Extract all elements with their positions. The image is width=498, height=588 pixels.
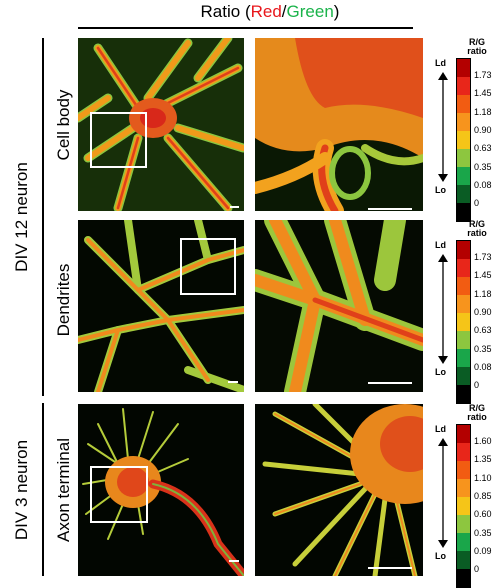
image-axon-terminal-zoom [255, 404, 423, 576]
colorbar-tick-label: 1.60 [474, 436, 492, 446]
image-cell-body-zoom [255, 38, 423, 211]
colorbar-segment [457, 569, 470, 587]
colorbar [456, 424, 471, 588]
colorbar-tick-label: 1.35 [474, 454, 492, 465]
group-bracket-div3 [42, 403, 44, 576]
colorbar-title-line1: R/G [468, 219, 485, 229]
group-label-div3: DIV 3 neuron [12, 439, 31, 541]
colorbar-segment [457, 425, 470, 443]
colorbar-segment [457, 95, 470, 113]
colorbar-segment [457, 479, 470, 497]
colorbar-segment [457, 331, 470, 349]
colorbar-segment [457, 59, 470, 77]
colorbar-segment [457, 241, 470, 259]
image-axon-terminal-overview [78, 404, 244, 576]
colorbar-tick-label: 0 [474, 380, 480, 391]
colorbar-tick-label: 0.90 [474, 124, 492, 135]
scale-bar [229, 560, 239, 562]
double-arrow-icon [438, 72, 448, 182]
ld-label: Ld [435, 58, 446, 68]
colorbar-tick-label: 0 [474, 198, 480, 209]
ld-label: Ld [435, 240, 446, 250]
colorbar [456, 58, 471, 222]
colorbar-segment [457, 515, 470, 533]
colorbar-segment [457, 167, 470, 185]
colorbar-segment [457, 443, 470, 461]
group-bracket-div12 [42, 38, 44, 396]
title-red-word: Red [250, 2, 282, 21]
colorbar-tick-label: 1.45 [474, 270, 492, 281]
group-label-div12: DIV 12 neuron [12, 162, 31, 272]
image-dendrites-overview [78, 220, 244, 392]
colorbar-segment [457, 131, 470, 149]
colorbar-tick-label: 0.90 [474, 306, 492, 317]
colorbar-tick-label: 1.45 [474, 88, 492, 99]
ld-label: Ld [435, 424, 446, 434]
image-dendrites-zoom [255, 220, 423, 392]
colorbar-tick-label: 1.73 [474, 70, 492, 80]
colorbar-title-line1: R/G [468, 403, 485, 413]
roi-box-axon-terminal [90, 466, 148, 523]
colorbar-segment [457, 367, 470, 385]
title-prefix: Ratio ( [200, 2, 251, 21]
title-green-word: Green [286, 2, 334, 21]
scale-bar [368, 208, 412, 210]
row-label-cell-body: Cell body [54, 89, 73, 161]
lo-label: Lo [435, 551, 446, 561]
colorbar-tick-label: 1.18 [474, 288, 492, 299]
colorbar-segment [457, 349, 470, 367]
title-slash: / [281, 2, 287, 21]
colorbar [456, 240, 471, 404]
colorbar-title-line2: ratio [467, 228, 487, 238]
colorbar-segment [457, 313, 470, 331]
colorbar-segment [457, 113, 470, 131]
figure-title: Ratio (Red/Green) [120, 2, 420, 22]
lo-label: Lo [435, 367, 446, 377]
colorbar-segment [457, 149, 470, 167]
colorbar-tick-label: 0.85 [474, 490, 492, 501]
colorbar-tick-label: 0.08 [474, 361, 492, 372]
colorbar-tick-label: 0.08 [474, 179, 492, 190]
title-underline [78, 27, 413, 29]
colorbar-tick-label: 0.35 [474, 343, 492, 354]
colorbar-tick-label: 0.63 [474, 143, 492, 154]
colorbar-tick-label: 0.60 [474, 509, 492, 520]
colorbar-tick-label: 0 [474, 564, 480, 575]
colorbar-segment [457, 385, 470, 403]
colorbar-tick-label: 0.09 [474, 545, 492, 556]
roi-box-cell-body [90, 112, 147, 168]
title-suffix: ) [333, 2, 340, 21]
lo-label: Lo [435, 185, 446, 195]
colorbar-segment [457, 277, 470, 295]
double-arrow-icon [438, 438, 448, 548]
double-arrow-icon [438, 254, 448, 364]
scale-bar [230, 206, 239, 208]
colorbar-segment [457, 185, 470, 203]
colorbar-title-line2: ratio [467, 46, 487, 56]
colorbar-segment [457, 461, 470, 479]
scale-bar [368, 567, 412, 569]
colorbar-tick-label: 0.35 [474, 161, 492, 172]
row-label-axon-terminal: Axon terminal [54, 438, 73, 542]
roi-box-dendrites [180, 238, 236, 295]
colorbar-tick-label: 1.73 [474, 252, 492, 262]
colorbar-segment [457, 77, 470, 95]
colorbar-segment [457, 295, 470, 313]
colorbar-segment [457, 551, 470, 569]
row-label-dendrites: Dendrites [54, 263, 73, 337]
colorbar-title-line2: ratio [467, 412, 487, 422]
colorbar-segment [457, 497, 470, 515]
colorbar-tick-label: 1.10 [474, 472, 492, 483]
colorbar-tick-label: 0.35 [474, 527, 492, 538]
colorbar-tick-label: 1.18 [474, 106, 492, 117]
image-cell-body-overview [78, 38, 244, 211]
colorbar-segment [457, 533, 470, 551]
colorbar-title-line1: R/G [468, 37, 485, 47]
colorbar-tick-label: 0.63 [474, 325, 492, 336]
colorbar-segment [457, 203, 470, 221]
scale-bar [228, 381, 238, 383]
scale-bar [368, 382, 412, 384]
colorbar-segment [457, 259, 470, 277]
